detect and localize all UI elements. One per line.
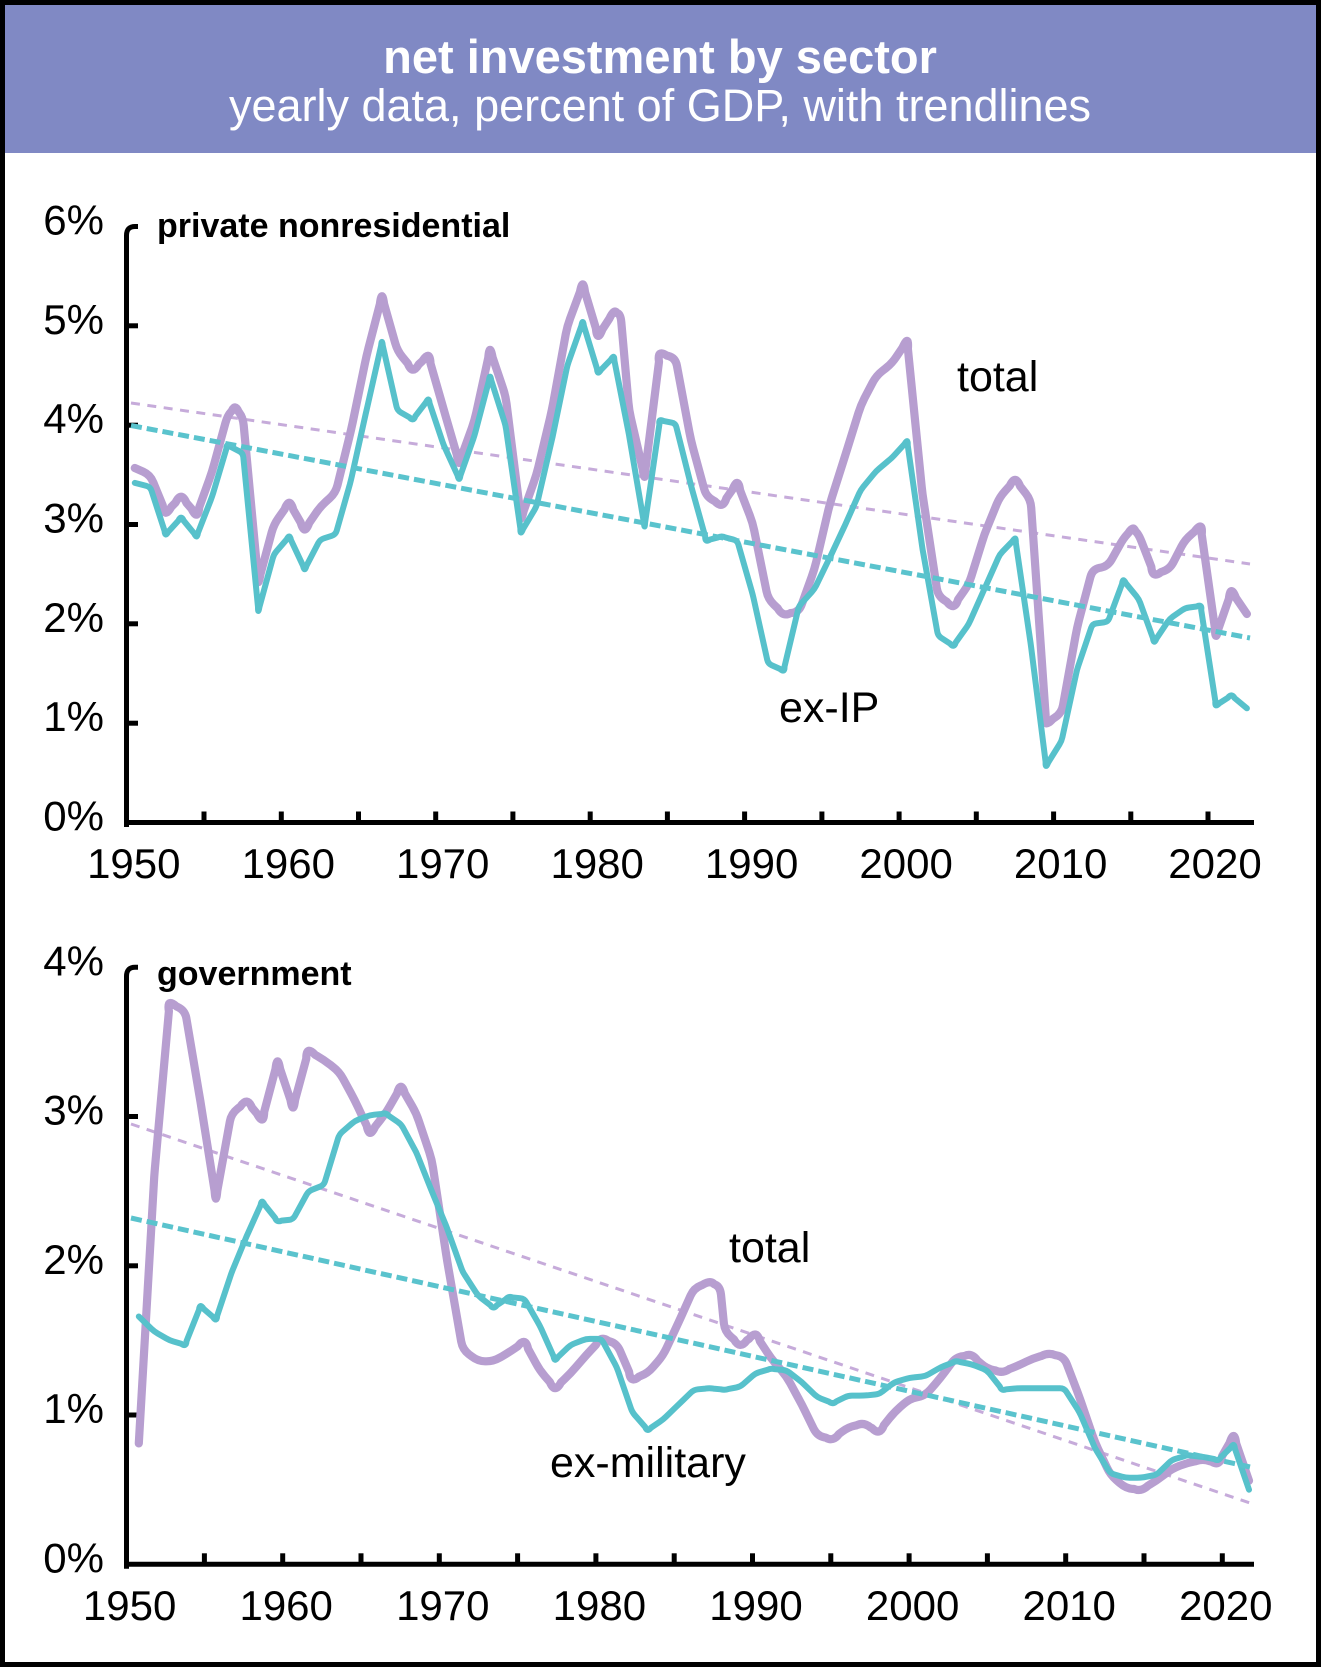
svg-text:1%: 1%	[43, 693, 104, 740]
svg-text:6%: 6%	[43, 197, 104, 244]
svg-text:total: total	[957, 353, 1038, 401]
svg-text:2%: 2%	[43, 594, 104, 641]
svg-text:1980: 1980	[553, 1582, 646, 1629]
svg-text:5%: 5%	[43, 296, 104, 343]
svg-text:yearly data, percent of GDP, w: yearly data, percent of GDP, with trendl…	[229, 80, 1091, 131]
svg-text:2020: 2020	[1179, 1582, 1272, 1629]
svg-text:2010: 2010	[1014, 840, 1107, 887]
svg-text:1950: 1950	[87, 840, 180, 887]
svg-text:1960: 1960	[242, 840, 335, 887]
svg-text:2000: 2000	[866, 1582, 959, 1629]
svg-text:3%: 3%	[43, 1087, 104, 1134]
svg-text:net investment by sector: net investment by sector	[383, 30, 937, 83]
svg-text:1990: 1990	[705, 840, 798, 887]
svg-text:2020: 2020	[1168, 840, 1261, 887]
svg-text:2%: 2%	[43, 1236, 104, 1283]
svg-text:private nonresidential: private nonresidential	[157, 207, 510, 245]
svg-text:government: government	[157, 955, 352, 993]
svg-text:1990: 1990	[709, 1582, 802, 1629]
svg-text:4%: 4%	[43, 395, 104, 442]
svg-text:2010: 2010	[1022, 1582, 1115, 1629]
svg-text:0%: 0%	[43, 793, 104, 840]
svg-text:1950: 1950	[83, 1582, 176, 1629]
svg-text:1970: 1970	[396, 1582, 489, 1629]
svg-text:ex-military: ex-military	[550, 1439, 746, 1487]
svg-text:3%: 3%	[43, 495, 104, 542]
svg-text:ex-IP: ex-IP	[779, 684, 879, 732]
svg-text:1980: 1980	[550, 840, 643, 887]
svg-text:1%: 1%	[43, 1385, 104, 1432]
svg-text:0%: 0%	[43, 1534, 104, 1581]
svg-text:1960: 1960	[239, 1582, 332, 1629]
svg-text:2000: 2000	[859, 840, 952, 887]
svg-text:1970: 1970	[396, 840, 489, 887]
svg-text:total: total	[729, 1224, 810, 1272]
svg-text:4%: 4%	[43, 937, 104, 984]
